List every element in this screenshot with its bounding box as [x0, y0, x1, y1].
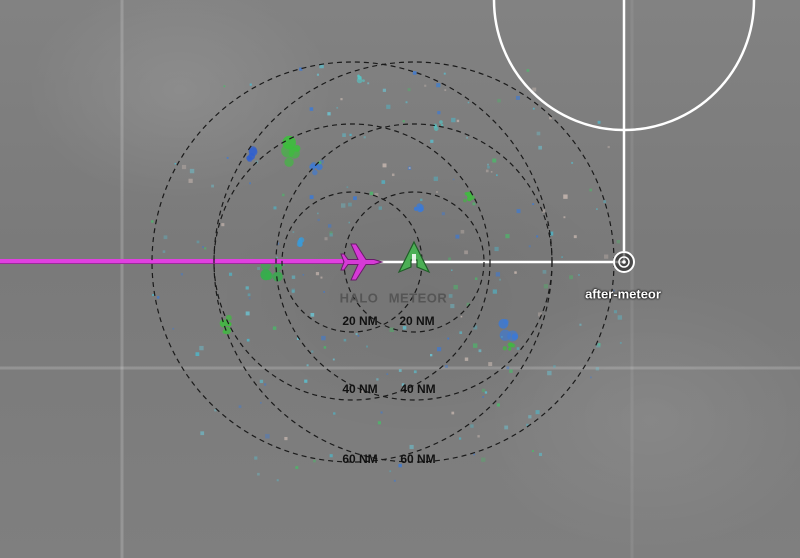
meteor-aircraft-icon[interactable]: [397, 240, 431, 274]
meteor-ring-40: [275, 123, 553, 401]
meteor-ring-20-label: 20 NM: [399, 314, 435, 328]
waypoint-target-icon[interactable]: [613, 251, 635, 273]
halo-label: HALO: [339, 290, 379, 306]
meteor-ring-40-label: 40 NM: [400, 382, 436, 396]
waypoint-label[interactable]: after-meteor: [585, 286, 661, 302]
meteor-ring-60-label: 60 NM: [400, 452, 436, 466]
halo-ring-20-label: 20 NM: [342, 314, 378, 328]
meteor-label: METEOR: [388, 290, 448, 306]
halo-airplane-icon[interactable]: [340, 243, 384, 281]
halo-ring-40-label: 40 NM: [342, 382, 378, 396]
halo-ring-40: [213, 123, 491, 401]
flight-route[interactable]: [350, 0, 626, 264]
halo-ring-60-label: 60 NM: [342, 452, 378, 466]
radar-echoes: [151, 63, 623, 482]
